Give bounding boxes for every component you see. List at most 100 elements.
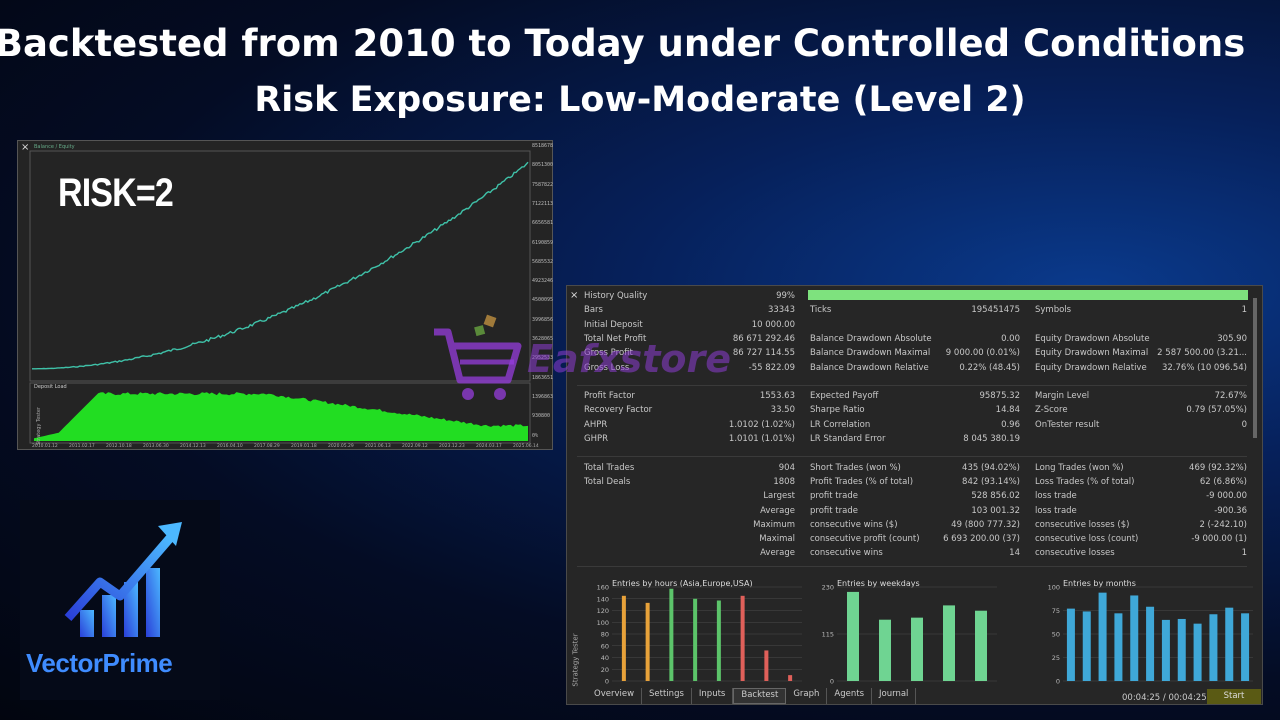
report-label: Balance Drawdown Relative [810, 362, 929, 373]
report-label: consecutive losses [1035, 548, 1115, 559]
bar [879, 619, 891, 681]
y-tick-label: 25 [1052, 654, 1060, 662]
report-label: Initial Deposit [584, 319, 643, 330]
x-tick-label: 2025.06.14 [513, 444, 539, 449]
x-tick-label: 2019.01.18 [291, 444, 317, 449]
report-label: Expected Payoff [810, 391, 879, 402]
headline-line2: Risk Exposure: Low-Moderate (Level 2) [254, 80, 1026, 120]
bar [1066, 608, 1075, 681]
x-tick-label: 2013.06.30 [143, 444, 169, 449]
report-label: profit trade [810, 491, 858, 502]
report-label: Z-Score [1035, 405, 1068, 416]
report-value: 10 000.00 [751, 319, 795, 330]
report-label: LR Standard Error [810, 434, 886, 444]
y-tick-label: 6656581 [532, 220, 554, 227]
bar [740, 595, 745, 681]
bar [1098, 592, 1107, 681]
bar [693, 598, 698, 681]
divider [577, 456, 1247, 457]
bar [669, 588, 674, 681]
report-label: AHPR [584, 419, 608, 430]
x-tick-label: 2012.10.18 [106, 444, 132, 449]
y-tick-label: 5685532 [532, 258, 554, 265]
report-label: Maximal [759, 534, 795, 545]
y-tick-label: 140 [597, 595, 609, 603]
report-value: 72.67% [1214, 391, 1247, 402]
report-label: consecutive losses ($) [1035, 519, 1130, 530]
report-value: 1.0101 (1.01%) [728, 434, 795, 444]
close-icon[interactable]: × [21, 142, 30, 153]
x-tick-label: 2021.06.13 [365, 444, 391, 449]
report-label: Largest [763, 491, 795, 502]
tab-agents[interactable]: Agents [827, 688, 872, 704]
bar [1177, 618, 1186, 681]
y-tick-label: 40 [601, 654, 609, 662]
history-quality-bar [808, 290, 1248, 300]
y-tick-label: 930800 [532, 413, 551, 420]
cart-icon [430, 310, 525, 409]
x-tick-label: 2022.09.12 [402, 444, 428, 449]
y-tick-label: 2952533 [532, 355, 554, 362]
x-tick-label: 2023.12.23 [439, 444, 465, 449]
report-label: Total Net Profit [584, 333, 647, 344]
report-label: Profit Factor [584, 391, 635, 402]
report-value: 0.00 [1001, 333, 1020, 344]
bar [911, 617, 923, 681]
y-tick-label: 4923246 [532, 278, 554, 285]
report-value: 14 [1009, 548, 1020, 559]
report-value: 14.84 [995, 405, 1020, 416]
entries-charts-svg: 160 140 120 100 80 60 40 20 0 230 115 0 100 75 50 25 0 [597, 584, 1253, 686]
tab-backtest[interactable]: Backtest [733, 688, 787, 704]
report-value: 2 587 500.00 (3.21... [1157, 348, 1247, 359]
deposit-load-area [34, 392, 528, 441]
report-value: 6 693 200.00 (37) [943, 534, 1020, 545]
close-icon[interactable]: × [570, 290, 579, 301]
report-label: GHPR [584, 434, 609, 444]
tab-graph[interactable]: Graph [786, 688, 828, 704]
report-value: 469 (92.32%) [1189, 462, 1247, 473]
bar [788, 675, 793, 681]
equity-line [32, 161, 529, 370]
report-value: 1 [1241, 305, 1247, 316]
logo-text: VectorPrime [26, 648, 173, 678]
y-tick-label: 4500095 [532, 297, 554, 304]
start-button[interactable]: Start [1207, 689, 1261, 704]
tab-settings[interactable]: Settings [642, 688, 692, 704]
bar [716, 600, 721, 681]
scrollbar-thumb[interactable] [1253, 298, 1257, 438]
report-value: 32.76% (10 096.54) [1161, 362, 1247, 373]
report-label: Profit Trades (% of total) [810, 476, 914, 487]
tab-inputs[interactable]: Inputs [692, 688, 734, 704]
report-label: Maximum [753, 519, 795, 530]
bar [1209, 614, 1218, 681]
y-tick-label: 1396863 [532, 393, 554, 400]
report-value: 33343 [767, 305, 795, 316]
x-tick-label: 2024.03.17 [476, 444, 502, 449]
report-label: consecutive profit (count) [810, 534, 920, 545]
y-tick-label: 100 [1048, 584, 1060, 592]
report-value: -55 822.09 [748, 362, 795, 373]
deposit-load-label: Deposit Load [34, 384, 67, 390]
tab-overview[interactable]: Overview [587, 688, 643, 704]
month-chart-title: Entries by months [1063, 579, 1136, 588]
report-value: 1553.63 [759, 391, 795, 402]
tab-journal[interactable]: Journal [872, 688, 917, 704]
report-value: 1 [1241, 548, 1247, 559]
y-tick-label: 160 [597, 584, 609, 592]
report-label: consecutive wins [810, 548, 883, 559]
report-label: Average [760, 505, 795, 516]
y-tick-label: 80 [601, 631, 609, 639]
y-tick-label: 20 [601, 666, 609, 674]
report-value: 435 (94.02%) [962, 462, 1020, 473]
weekday-chart-title: Entries by weekdays [837, 579, 920, 588]
y-tick-label: 1863651 [532, 374, 554, 381]
bar [1082, 611, 1091, 681]
x-tick-label: 2014.12.13 [180, 444, 206, 449]
y-tick-label: 0% [532, 432, 539, 439]
report-value: 49 (800 777.32) [951, 519, 1020, 530]
watermark-text: Eafxstore [527, 337, 732, 381]
tester-tabs: Overview Settings Inputs Backtest Graph Agent… [587, 688, 917, 704]
bar [1130, 595, 1139, 681]
report-value: 95875.32 [979, 391, 1020, 402]
report-label: profit trade [810, 505, 858, 516]
